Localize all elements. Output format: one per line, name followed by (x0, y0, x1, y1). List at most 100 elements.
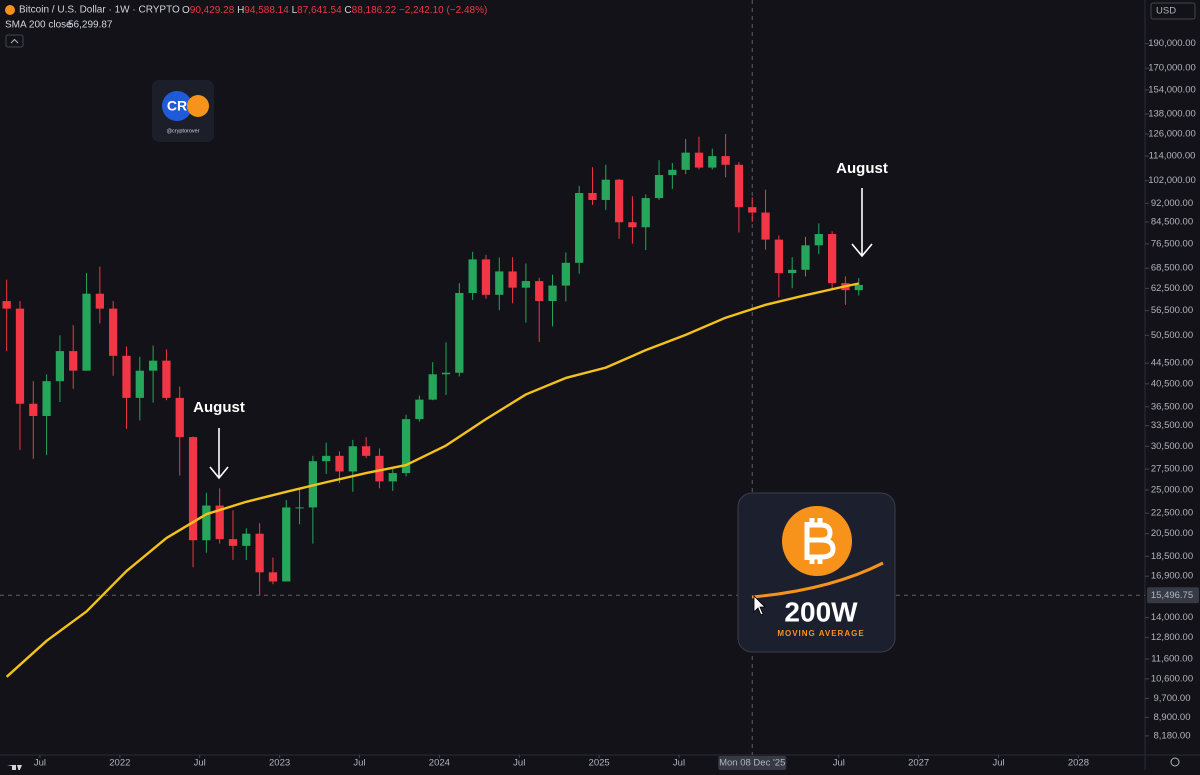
candle-body (854, 284, 863, 291)
sma-value: 56,299.87 (68, 20, 113, 31)
y-tick-label: 9,700.00 (1154, 693, 1191, 704)
ohlc: O90,429.28 H94,588.14 L87,641.54 C88,186… (182, 5, 487, 16)
candle-body (362, 446, 371, 456)
candle-body (175, 397, 184, 438)
y-tick-label: 18,500.00 (1151, 551, 1193, 562)
candle-body (348, 446, 357, 472)
y-tick-label: 126,000.00 (1148, 129, 1196, 140)
x-tick-label: Jul (513, 758, 525, 769)
badge-title: 200W (784, 596, 858, 627)
y-tick-label: 138,000.00 (1148, 109, 1196, 120)
candle-body (55, 351, 65, 382)
candle-body (748, 207, 757, 213)
candle-body (508, 271, 517, 288)
x-tick-label: 2027 (908, 758, 929, 769)
y-tick-label: 8,900.00 (1154, 712, 1191, 723)
y-tick-label: 84,500.00 (1151, 217, 1193, 228)
symbol-icon (5, 5, 15, 15)
candle-body (268, 572, 278, 582)
annotation: August (193, 399, 245, 416)
candle-body (681, 152, 690, 170)
currency-box[interactable] (1150, 2, 1196, 20)
x-tick-label: Jul (194, 758, 206, 769)
y-tick-label: 44,500.00 (1151, 358, 1193, 369)
settings-icon[interactable] (1170, 757, 1180, 767)
candle-body (441, 372, 451, 375)
y-tick-label: 190,000.00 (1148, 38, 1196, 49)
candle-body (601, 179, 610, 200)
candle-body (535, 281, 544, 302)
y-tick-label: 12,800.00 (1151, 632, 1193, 643)
y-tick-label: 11,600.00 (1151, 654, 1193, 665)
candle-body (694, 152, 704, 168)
crosshair-y-box (1147, 587, 1199, 604)
logo-circle (162, 91, 192, 121)
candle-body (335, 455, 344, 472)
logo-handle: @cryptorover (166, 128, 199, 134)
cursor (753, 595, 766, 616)
y-tick-label: 8,180.00 (1154, 730, 1191, 741)
candle-body (29, 403, 38, 416)
candle-body (2, 301, 11, 309)
candle-body (255, 533, 264, 573)
collapse-button[interactable] (5, 34, 24, 48)
candle-body (109, 308, 118, 356)
y-tick-label: 68,500.00 (1151, 263, 1193, 274)
y-tick-label: 102,000.00 (1148, 175, 1196, 186)
open-label: O (182, 5, 190, 16)
candle-body (228, 539, 238, 546)
collapse-icon (10, 38, 19, 44)
x-tick-label: Jul (673, 758, 685, 769)
x-tick-label: Jul (992, 758, 1004, 769)
candle-body (654, 175, 664, 199)
y-tick-label: 27,500.00 (1151, 464, 1193, 475)
annotation-arrow (209, 428, 229, 480)
logo-mark: CR (167, 98, 187, 114)
candle-body (148, 360, 158, 371)
candle-body (481, 259, 491, 295)
candle-body (575, 192, 584, 263)
candle-body (122, 355, 131, 398)
x-tick-label: 2028 (1068, 758, 1089, 769)
y-tick-label: 16,900.00 (1151, 571, 1193, 582)
annotation: August (836, 160, 888, 177)
crosshair-x-label: Mon 08 Dec '25 (719, 758, 785, 769)
y-tick-label: 76,500.00 (1151, 238, 1193, 249)
high-label: H (237, 5, 244, 16)
crosshair-y-label: 15,496.75 (1151, 590, 1193, 601)
candle-body (282, 507, 291, 582)
candle-body (721, 156, 730, 165)
tradingview-logo (7, 765, 22, 772)
x-tick-label: Jul (353, 758, 365, 769)
logo-coin (187, 95, 209, 117)
y-tick-label: 170,000.00 (1148, 63, 1196, 74)
y-tick-label: 50,500.00 (1151, 330, 1193, 341)
candle-body (162, 360, 171, 398)
candle-body (827, 234, 837, 284)
candle-body (375, 455, 384, 482)
candle-body (628, 222, 637, 228)
crosshair-x-box (718, 756, 787, 770)
candle-body (801, 245, 810, 270)
candle-body (455, 292, 464, 373)
candle-body (614, 179, 624, 223)
open: 90,429.28 (190, 5, 235, 16)
candle-body (295, 507, 304, 509)
candle-body (548, 285, 557, 302)
candle-body (668, 169, 677, 176)
candle-body (15, 308, 25, 404)
x-tick-label: 2022 (109, 758, 130, 769)
x-tick-label: 2024 (429, 758, 450, 769)
candle-body (641, 198, 650, 228)
x-tick-label: Jul (833, 758, 845, 769)
candle-body (215, 505, 224, 540)
badge-curve (751, 561, 884, 599)
low-label: L (292, 5, 298, 16)
low: 87,641.54 (297, 5, 342, 16)
candle-body (774, 239, 783, 274)
y-tick-label: 154,000.00 (1148, 84, 1196, 95)
candle-body (69, 351, 78, 371)
x-tick-label: 2025 (589, 758, 610, 769)
y-tick-label: 40,500.00 (1151, 378, 1193, 389)
